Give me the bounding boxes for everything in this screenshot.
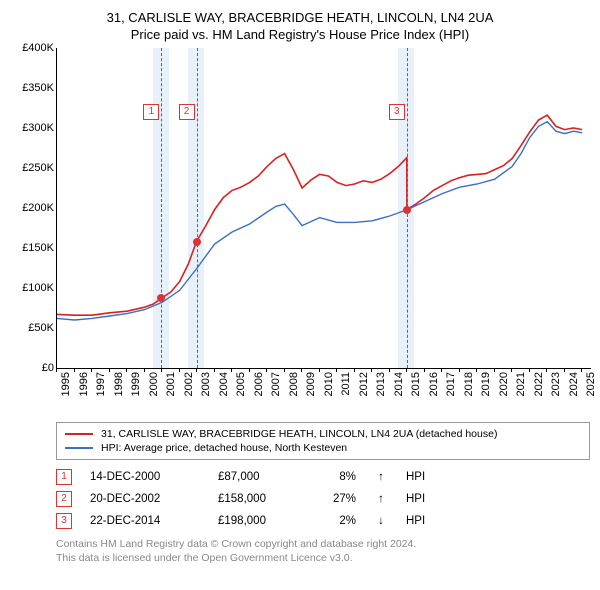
chart-area: £0£50K£100K£150K£200K£250K£300K£350K£400… [10, 48, 590, 418]
legend-row: 31, CARLISLE WAY, BRACEBRIDGE HEATH, LIN… [65, 427, 581, 441]
plot-region: 1 2 3 [56, 48, 591, 369]
y-tick-label: £350K [22, 82, 54, 94]
sale-vline [161, 48, 162, 368]
transaction-price: £87,000 [218, 471, 298, 483]
y-tick-label: £100K [22, 282, 54, 294]
y-tick-label: £300K [22, 122, 54, 134]
transaction-marker: 2 [56, 491, 72, 507]
y-tick-label: £400K [22, 42, 54, 54]
x-tick-label: 2011 [340, 372, 352, 396]
x-tick-label: 2017 [445, 372, 457, 396]
transaction-pct: 8% [316, 471, 356, 483]
x-tick-label: 2019 [480, 372, 492, 396]
transaction-arrow-icon: ↓ [374, 515, 388, 527]
x-tick-label: 2024 [568, 372, 580, 396]
y-tick-label: £0 [42, 362, 54, 374]
line-series-svg [57, 48, 591, 368]
legend-label: 31, CARLISLE WAY, BRACEBRIDGE HEATH, LIN… [101, 428, 497, 440]
footer-line2: This data is licensed under the Open Gov… [56, 552, 590, 566]
y-axis: £0£50K£100K£150K£200K£250K£300K£350K£400… [10, 48, 56, 368]
footer-attribution: Contains HM Land Registry data © Crown c… [56, 538, 590, 565]
transaction-date: 22-DEC-2014 [90, 515, 200, 527]
x-tick-label: 1997 [95, 372, 107, 396]
chart-title-address: 31, CARLISLE WAY, BRACEBRIDGE HEATH, LIN… [10, 10, 590, 25]
transaction-row: 3 22-DEC-2014 £198,000 2% ↓ HPI [56, 510, 590, 532]
x-tick-label: 2023 [550, 372, 562, 396]
y-tick-label: £250K [22, 162, 54, 174]
transaction-date: 20-DEC-2002 [90, 493, 200, 505]
sale-marker-box: 2 [179, 104, 195, 120]
chart-title-block: 31, CARLISLE WAY, BRACEBRIDGE HEATH, LIN… [10, 10, 590, 42]
chart-title-subtitle: Price paid vs. HM Land Registry's House … [10, 27, 590, 42]
y-tick-label: £50K [28, 322, 54, 334]
transaction-hpi-label: HPI [406, 493, 425, 505]
legend-swatch [65, 447, 93, 449]
transaction-marker: 1 [56, 469, 72, 485]
sale-vline [197, 48, 198, 368]
y-tick-label: £200K [22, 202, 54, 214]
sale-dot [157, 294, 165, 302]
x-tick-label: 2001 [165, 372, 177, 396]
transaction-row: 2 20-DEC-2002 £158,000 27% ↑ HPI [56, 488, 590, 510]
x-tick-label: 2022 [533, 372, 545, 396]
x-axis: 1995 1996 1997 1998 1999 2000 2001 2002 2003 2004… [56, 368, 590, 418]
x-tick-label: 2007 [270, 372, 282, 396]
sale-marker-box: 3 [389, 104, 405, 120]
transaction-row: 1 14-DEC-2000 £87,000 8% ↑ HPI [56, 466, 590, 488]
x-tick-label: 2002 [183, 372, 195, 396]
x-tick-label: 2009 [305, 372, 317, 396]
x-tick-label: 2000 [148, 372, 160, 396]
x-tick-label: 1998 [113, 372, 125, 396]
x-tick-label: 2015 [410, 372, 422, 396]
transaction-arrow-icon: ↑ [374, 493, 388, 505]
transaction-price: £158,000 [218, 493, 298, 505]
transaction-marker: 3 [56, 513, 72, 529]
transactions-table: 1 14-DEC-2000 £87,000 8% ↑ HPI 2 20-DEC-2002 £15… [56, 466, 590, 532]
transaction-price: £198,000 [218, 515, 298, 527]
transaction-pct: 27% [316, 493, 356, 505]
sale-dot [403, 206, 411, 214]
transaction-pct: 2% [316, 515, 356, 527]
x-tick-label: 2005 [235, 372, 247, 396]
sale-marker-box: 1 [143, 104, 159, 120]
x-tick-label: 1996 [78, 372, 90, 396]
x-tick-label: 1999 [130, 372, 142, 396]
x-tick-label: 2012 [358, 372, 370, 396]
transaction-hpi-label: HPI [406, 471, 425, 483]
x-tick-label: 2018 [463, 372, 475, 396]
legend-row: HPI: Average price, detached house, Nort… [65, 441, 581, 455]
x-tick-label: 2010 [323, 372, 335, 396]
x-tick-label: 2020 [498, 372, 510, 396]
transaction-date: 14-DEC-2000 [90, 471, 200, 483]
sale-dot [193, 238, 201, 246]
x-tick-label: 2013 [375, 372, 387, 396]
x-tick-label: 2006 [253, 372, 265, 396]
y-tick-label: £150K [22, 242, 54, 254]
x-tick-label: 2004 [218, 372, 230, 396]
x-tick-label: 2025 [585, 372, 597, 396]
x-tick-label: 2003 [200, 372, 212, 396]
x-tick-label: 1995 [60, 372, 72, 396]
x-tick-label: 2021 [515, 372, 527, 396]
x-tick-label: 2014 [393, 372, 405, 396]
legend-box: 31, CARLISLE WAY, BRACEBRIDGE HEATH, LIN… [56, 422, 590, 460]
legend-label: HPI: Average price, detached house, Nort… [101, 442, 347, 454]
x-tick-label: 2008 [288, 372, 300, 396]
transaction-hpi-label: HPI [406, 515, 425, 527]
series-line-property [57, 115, 582, 315]
x-tick-label: 2016 [428, 372, 440, 396]
series-line-hpi [57, 122, 582, 320]
footer-line1: Contains HM Land Registry data © Crown c… [56, 538, 590, 552]
legend-swatch [65, 433, 93, 435]
transaction-arrow-icon: ↑ [374, 471, 388, 483]
